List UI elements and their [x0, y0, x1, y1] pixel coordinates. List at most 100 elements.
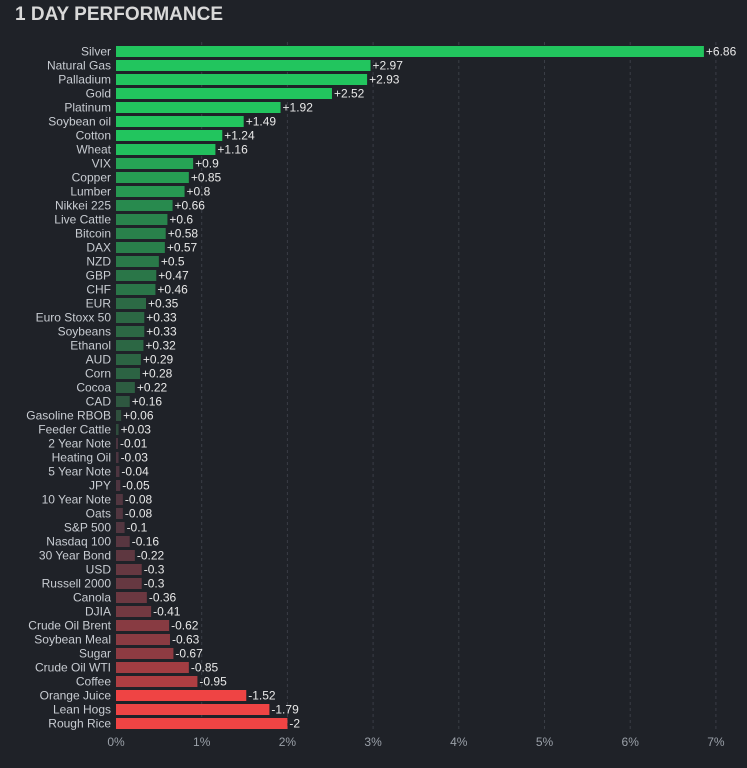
bar[interactable] [116, 592, 147, 603]
category-label: Crude Oil WTI [35, 661, 111, 675]
category-label: Coffee [76, 675, 111, 689]
bar[interactable] [116, 648, 174, 659]
bar[interactable] [116, 186, 185, 197]
bar[interactable] [116, 298, 146, 309]
value-label: -0.1 [127, 521, 148, 535]
value-label: -0.04 [121, 465, 149, 479]
bar[interactable] [116, 340, 144, 351]
value-label: -0.03 [121, 451, 149, 465]
bar[interactable] [116, 634, 170, 645]
bar[interactable] [116, 704, 270, 715]
category-label: Canola [73, 591, 111, 605]
bar[interactable] [116, 368, 140, 379]
value-label: -2 [289, 717, 300, 731]
bar[interactable] [116, 494, 123, 505]
bar[interactable] [116, 326, 145, 337]
bar[interactable] [116, 88, 332, 99]
bar[interactable] [116, 452, 119, 463]
bar[interactable] [116, 354, 141, 365]
value-label: +0.6 [169, 213, 193, 227]
bar[interactable] [116, 228, 166, 239]
bar[interactable] [116, 284, 156, 295]
bar[interactable] [116, 606, 152, 617]
category-label: Rough Rice [48, 717, 111, 731]
x-tick-label: 2% [279, 735, 297, 749]
bar[interactable] [116, 438, 118, 449]
bar[interactable] [116, 690, 247, 701]
category-label: Euro Stoxx 50 [36, 311, 112, 325]
category-label: Corn [85, 367, 111, 381]
category-label: Lumber [70, 185, 111, 199]
bar[interactable] [116, 662, 189, 673]
bar[interactable] [116, 130, 223, 141]
value-label: +0.03 [121, 423, 152, 437]
value-label: +1.16 [217, 143, 248, 157]
category-label: DJIA [85, 605, 111, 619]
bar[interactable] [116, 158, 194, 169]
category-label: Gasoline RBOB [26, 409, 111, 423]
category-label: Lean Hogs [53, 703, 111, 717]
bar[interactable] [116, 718, 288, 729]
bar[interactable] [116, 102, 281, 113]
category-label: CHF [86, 283, 111, 297]
value-label: -0.36 [149, 591, 177, 605]
category-label: Ethanol [70, 339, 111, 353]
category-label: Platinum [64, 101, 111, 115]
category-label: Orange Juice [40, 689, 112, 703]
value-label: +0.66 [175, 199, 206, 213]
value-label: -1.52 [248, 689, 276, 703]
category-label: Russell 2000 [42, 577, 112, 591]
bar[interactable] [116, 466, 120, 477]
value-label: +0.85 [191, 171, 222, 185]
value-label: +0.8 [187, 185, 211, 199]
category-label: Silver [81, 45, 111, 59]
bar[interactable] [116, 46, 704, 57]
bar[interactable] [116, 480, 121, 491]
category-label: GBP [86, 269, 111, 283]
bar[interactable] [116, 74, 368, 85]
bar[interactable] [116, 550, 135, 561]
value-label: -0.08 [125, 493, 153, 507]
value-label: -0.01 [120, 437, 148, 451]
bar[interactable] [116, 242, 165, 253]
category-label: VIX [92, 157, 111, 171]
bar[interactable] [116, 144, 216, 155]
bar[interactable] [116, 508, 123, 519]
value-label: +0.32 [145, 339, 176, 353]
bar[interactable] [116, 382, 135, 393]
category-label: Soybean oil [48, 115, 111, 129]
x-tick-label: 7% [707, 735, 725, 749]
category-label: Bitcoin [75, 227, 111, 241]
bar[interactable] [116, 256, 159, 267]
bar[interactable] [116, 522, 125, 533]
bar[interactable] [116, 116, 244, 127]
category-label: Copper [72, 171, 111, 185]
bar[interactable] [116, 410, 122, 421]
bar[interactable] [116, 536, 130, 547]
category-label: Natural Gas [47, 59, 111, 73]
x-tick-label: 3% [364, 735, 382, 749]
category-label: Heating Oil [52, 451, 111, 465]
bar[interactable] [116, 172, 189, 183]
bar[interactable] [116, 270, 157, 281]
bar[interactable] [116, 312, 145, 323]
bar[interactable] [116, 564, 142, 575]
bar[interactable] [116, 620, 170, 631]
category-label: 30 Year Bond [39, 549, 111, 563]
bar[interactable] [116, 214, 168, 225]
category-label: Nasdaq 100 [46, 535, 111, 549]
bar[interactable] [116, 200, 173, 211]
bar[interactable] [116, 424, 119, 435]
category-label: NZD [86, 255, 111, 269]
bar[interactable] [116, 676, 198, 687]
category-label: S&P 500 [64, 521, 111, 535]
x-tick-label: 6% [622, 735, 640, 749]
bar[interactable] [116, 578, 142, 589]
value-label: -0.3 [144, 577, 165, 591]
value-label: +0.29 [143, 353, 174, 367]
bar[interactable] [116, 60, 371, 71]
x-tick-label: 1% [193, 735, 211, 749]
value-label: +0.46 [157, 283, 188, 297]
category-label: Palladium [58, 73, 111, 87]
bar[interactable] [116, 396, 130, 407]
